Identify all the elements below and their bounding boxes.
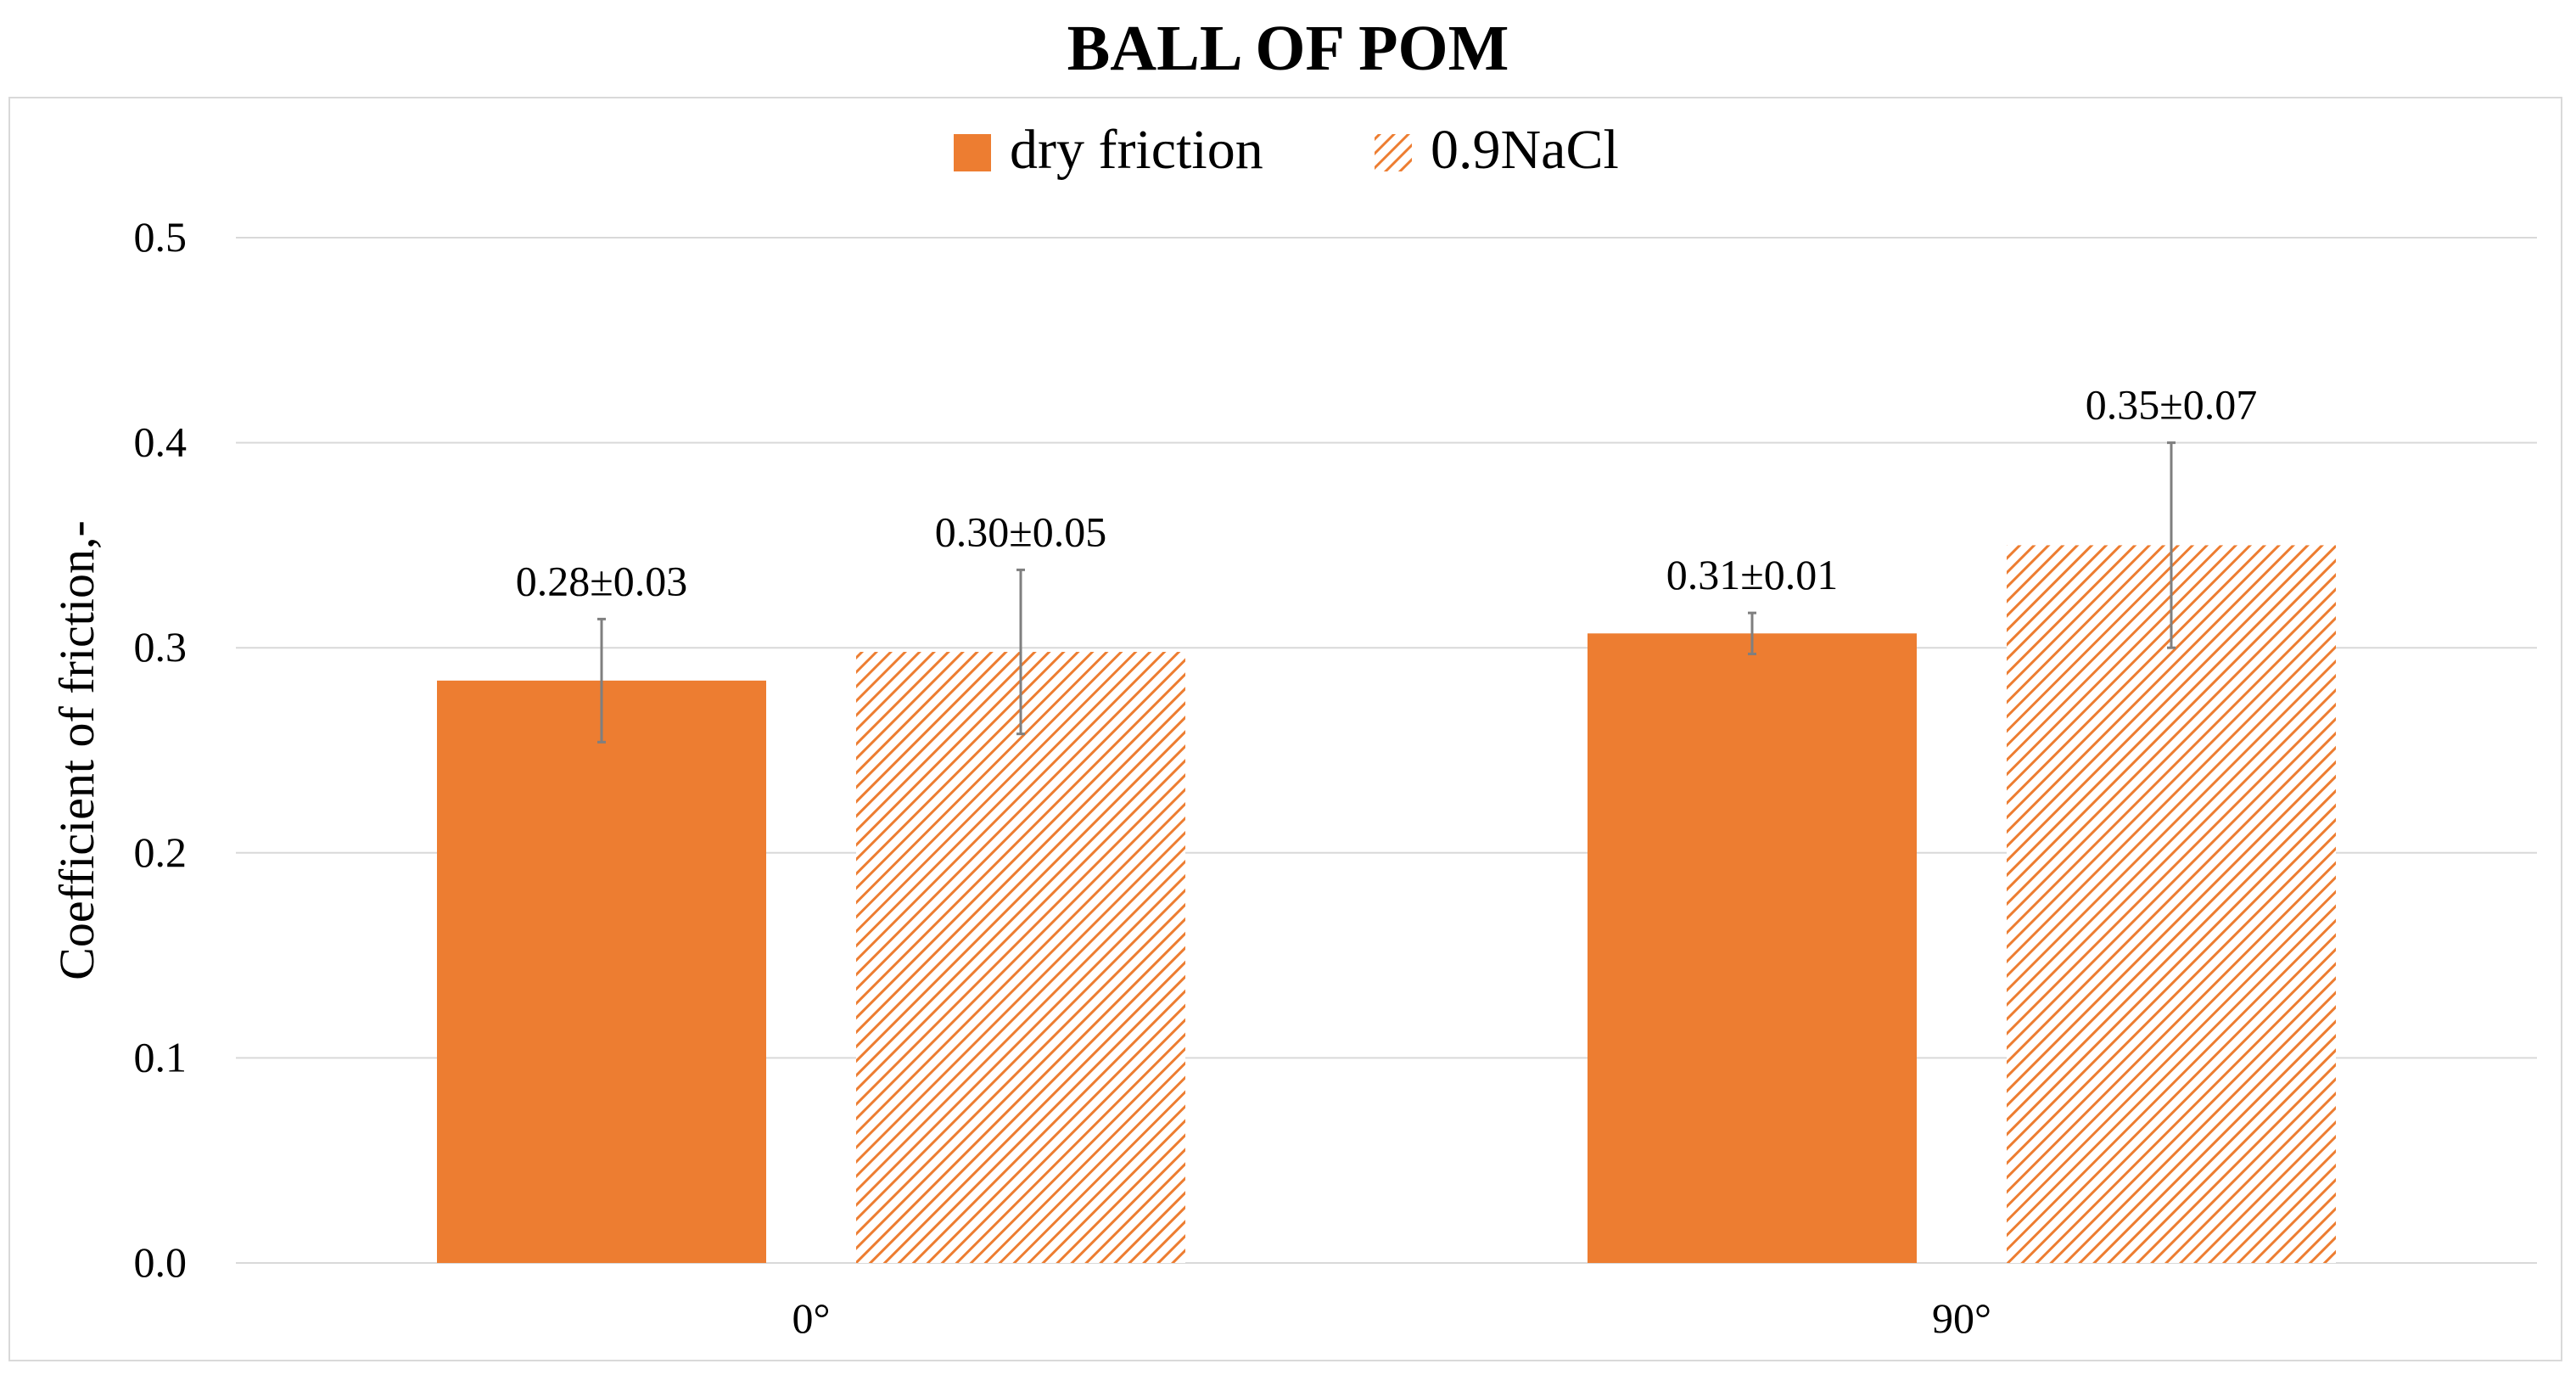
data-label: 0.30±0.05 [935, 508, 1106, 555]
chart-title: BALL OF POM [1067, 13, 1509, 84]
y-tick-label: 0.1 [134, 1033, 188, 1080]
legend-label-nacl: 0.9NaCl [1431, 119, 1619, 181]
chart-frame [8, 97, 2562, 1361]
bar-dry-friction-1 [1588, 633, 1917, 1263]
legend-label-dry-friction: dry friction [1010, 119, 1263, 181]
y-tick-label: 0.5 [134, 213, 188, 261]
data-label: 0.35±0.07 [2086, 381, 2257, 429]
bar-dry-friction-0 [437, 680, 766, 1263]
y-tick-label: 0.2 [134, 828, 188, 876]
data-label: 0.31±0.01 [1666, 551, 1838, 598]
y-axis-label: Coefficient of friction,- [49, 520, 104, 980]
legend-swatch-nacl [1375, 134, 1412, 171]
bar-nacl-0 [856, 652, 1185, 1263]
data-label: 0.28±0.03 [516, 557, 687, 604]
x-tick-label: 0° [792, 1294, 831, 1342]
y-tick-label: 0.3 [134, 623, 188, 671]
y-tick-label: 0.4 [134, 418, 188, 466]
legend-swatch-dry-friction [954, 134, 991, 171]
bar-nacl-1 [2007, 545, 2336, 1263]
x-tick-label: 90° [1932, 1294, 1991, 1342]
y-tick-label: 0.0 [134, 1238, 188, 1286]
